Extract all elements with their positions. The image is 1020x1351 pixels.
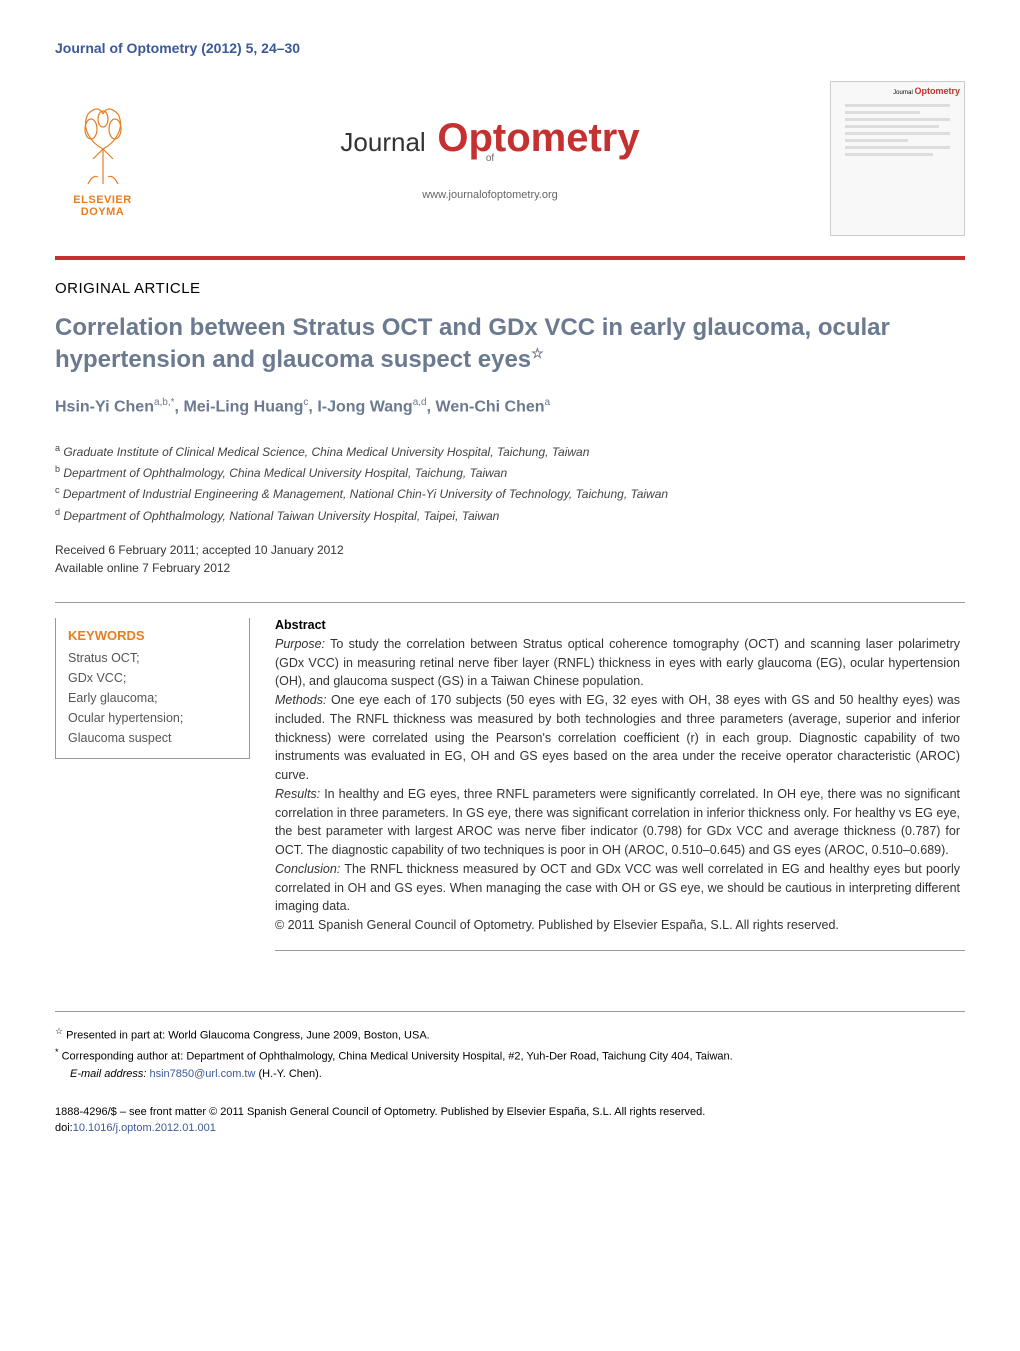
abstract-heading: Abstract [275,618,960,632]
cover-thumbnail: Journal Optometry [830,81,965,236]
keyword-5: Glaucoma suspect [68,728,237,748]
journal-title-of: of [150,153,830,164]
affiliation-a: a Graduate Institute of Clinical Medical… [55,441,965,462]
cover-thumb-title: Journal Optometry [835,86,960,96]
abstract-column: Abstract Purpose: To study the correlati… [275,618,965,951]
journal-title-word2: Optometry [437,116,639,160]
author-4: Wen-Chi Chen [436,398,545,415]
top-banner: ELSEVIER DOYMA Journal Optometry of www.… [55,71,965,260]
corr-text: Corresponding author at: Department of O… [59,1051,733,1063]
results-label: Results: [275,787,320,801]
journal-title-word1: Journal [340,127,425,157]
journal-title-block: Journal Optometry of www.journalofoptome… [150,116,830,201]
doi-line: doi:10.1016/j.optom.2012.01.001 [55,1120,965,1137]
author-2-sup: c [303,397,308,408]
author-3: I-Jong Wang [317,398,412,415]
doi-link[interactable]: 10.1016/j.optom.2012.01.001 [73,1122,216,1134]
email-tail: (H.-Y. Chen). [255,1068,321,1080]
purpose-label: Purpose: [275,637,325,651]
article-title: Correlation between Stratus OCT and GDx … [55,312,965,377]
abstract-text: Purpose: To study the correlation betwee… [275,635,960,935]
author-2: Mei-Ling Huang [183,398,303,415]
keywords-box: KEYWORDS Stratus OCT; GDx VCC; Early gla… [55,618,250,759]
issn-line: 1888-4296/$ – see front matter © 2011 Sp… [55,1104,965,1121]
star-text: Presented in part at: World Glaucoma Con… [63,1030,430,1042]
methods-label: Methods: [275,693,326,707]
results-text: In healthy and EG eyes, three RNFL param… [275,787,960,857]
doi-label: doi: [55,1122,73,1134]
publisher-name: ELSEVIER DOYMA [55,194,150,218]
affiliations: a Graduate Institute of Clinical Medical… [55,441,965,526]
available-online: Available online 7 February 2012 [55,559,965,577]
footnotes: ☆ Presented in part at: World Glaucoma C… [55,1011,965,1084]
email-link[interactable]: hsin7850@url.com.tw [149,1068,255,1080]
footnote-corresponding: * Corresponding author at: Department of… [55,1045,965,1066]
elsevier-tree-icon [63,99,143,189]
date-info: Received 6 February 2011; accepted 10 Ja… [55,541,965,577]
keyword-2: GDx VCC; [68,668,237,688]
author-1-sup: a,b,* [154,397,175,408]
footnote-presented: ☆ Presented in part at: World Glaucoma C… [55,1024,965,1045]
purpose-text: To study the correlation between Stratus… [275,637,960,689]
article-title-text: Correlation between Stratus OCT and GDx … [55,314,890,373]
star-symbol: ☆ [55,1026,63,1036]
authors-line: Hsin-Yi Chena,b,*, Mei-Ling Huangc, I-Jo… [55,397,965,416]
keywords-list: Stratus OCT; GDx VCC; Early glaucoma; Oc… [68,648,237,748]
keyword-1: Stratus OCT; [68,648,237,668]
received-accepted: Received 6 February 2011; accepted 10 Ja… [55,541,965,559]
email-label: E-mail address: [70,1068,146,1080]
affiliation-d: d Department of Ophthalmology, National … [55,505,965,526]
title-footnote-star: ☆ [531,345,544,361]
affiliation-c: c Department of Industrial Engineering &… [55,483,965,504]
conclusion-label: Conclusion: [275,862,340,876]
journal-url[interactable]: www.journalofoptometry.org [150,189,830,201]
publisher-logo: ELSEVIER DOYMA [55,99,150,218]
journal-reference: Journal of Optometry (2012) 5, 24–30 [55,40,965,56]
abstract-container: KEYWORDS Stratus OCT; GDx VCC; Early gla… [55,602,965,951]
abstract-copyright: © 2011 Spanish General Council of Optome… [275,918,839,932]
conclusion-text: The RNFL thickness measured by OCT and G… [275,862,960,914]
author-4-sup: a [545,397,551,408]
keywords-heading: KEYWORDS [68,628,237,643]
bottom-copyright: 1888-4296/$ – see front matter © 2011 Sp… [55,1104,965,1137]
cover-thumb-lines [835,104,960,156]
methods-text: One eye each of 170 subjects (50 eyes wi… [275,693,960,782]
author-3-sup: a,d [413,397,427,408]
article-type: ORIGINAL ARTICLE [55,280,965,297]
keyword-3: Early glaucoma; [68,688,237,708]
author-1: Hsin-Yi Chen [55,398,154,415]
keyword-4: Ocular hypertension; [68,708,237,728]
affiliation-b: b Department of Ophthalmology, China Med… [55,462,965,483]
footnote-email-line: E-mail address: hsin7850@url.com.tw (H.-… [55,1066,965,1084]
